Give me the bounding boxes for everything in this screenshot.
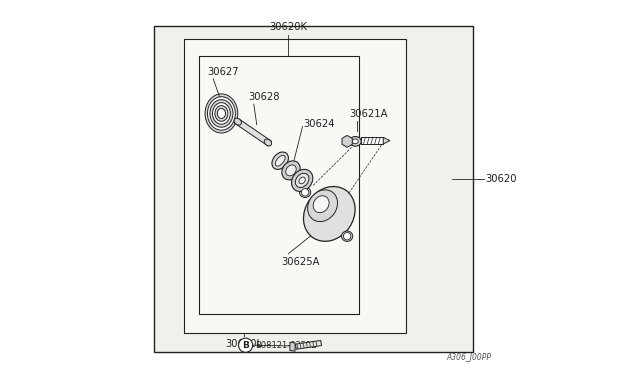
Ellipse shape	[349, 137, 362, 146]
Ellipse shape	[205, 94, 238, 133]
Circle shape	[344, 232, 351, 240]
Text: 30628: 30628	[248, 92, 280, 102]
Ellipse shape	[215, 106, 228, 121]
Ellipse shape	[303, 186, 355, 241]
Ellipse shape	[285, 165, 296, 176]
Ellipse shape	[210, 100, 233, 127]
Ellipse shape	[218, 109, 225, 118]
Text: 30620K: 30620K	[269, 22, 307, 32]
Text: 30620: 30620	[486, 174, 517, 183]
Ellipse shape	[234, 118, 241, 125]
Ellipse shape	[275, 155, 285, 166]
Ellipse shape	[313, 196, 329, 213]
Text: 30627: 30627	[207, 67, 239, 77]
Circle shape	[301, 189, 309, 196]
Bar	[199, 56, 359, 314]
Ellipse shape	[291, 169, 313, 192]
Circle shape	[239, 338, 253, 352]
Text: 30621A: 30621A	[349, 109, 388, 119]
Ellipse shape	[272, 152, 289, 169]
Polygon shape	[296, 340, 321, 349]
Bar	[154, 26, 472, 352]
Text: B: B	[242, 341, 249, 350]
Ellipse shape	[296, 173, 309, 187]
Ellipse shape	[299, 177, 305, 184]
Text: 30624: 30624	[303, 119, 335, 128]
Text: 30625A: 30625A	[281, 257, 319, 267]
Text: A306_J00PP: A306_J00PP	[446, 353, 491, 362]
Polygon shape	[342, 135, 352, 147]
Ellipse shape	[342, 231, 353, 241]
Polygon shape	[234, 118, 271, 146]
Text: B08121-0251E: B08121-0251E	[255, 341, 316, 350]
Ellipse shape	[264, 139, 271, 146]
Polygon shape	[290, 342, 295, 351]
Ellipse shape	[308, 190, 337, 222]
Ellipse shape	[300, 187, 310, 198]
Ellipse shape	[282, 161, 300, 180]
Ellipse shape	[212, 103, 230, 124]
Text: 30620L: 30620L	[225, 339, 262, 349]
Ellipse shape	[207, 97, 236, 130]
Bar	[184, 39, 406, 333]
Ellipse shape	[353, 139, 358, 144]
Polygon shape	[383, 137, 390, 144]
